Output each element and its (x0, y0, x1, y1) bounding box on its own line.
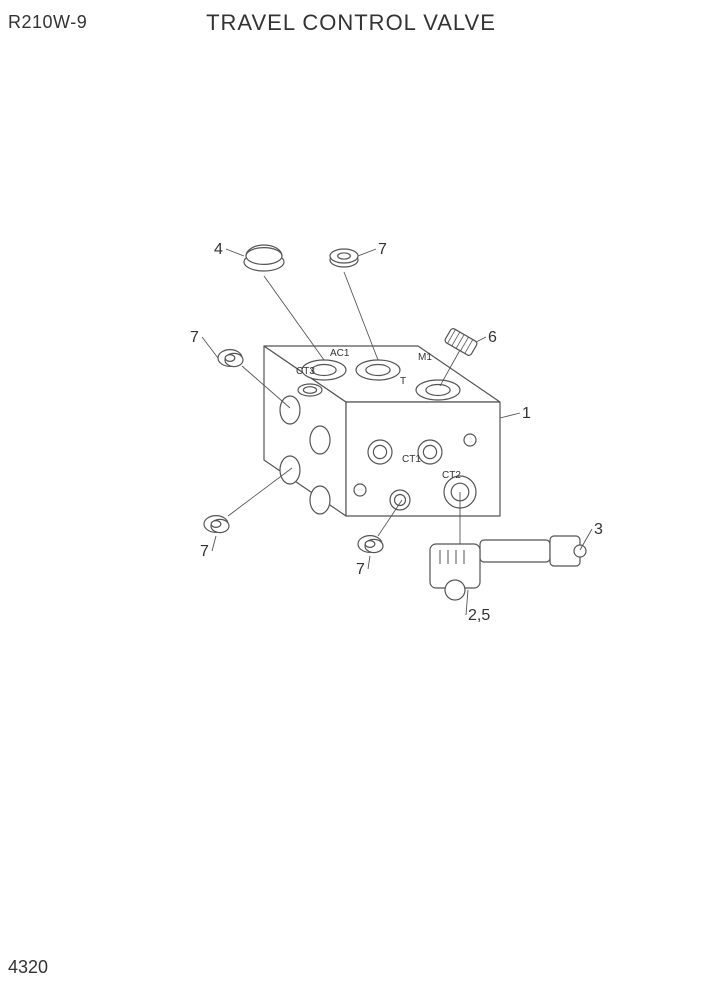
callout-7: 7 (356, 561, 365, 578)
callout-7: 7 (378, 241, 387, 258)
exploded-diagram: AC1 CT3 M1 T CT1 CT2 4 7 7 6 1 3 7 7 2,5 (0, 0, 702, 992)
port-label-ct2: CT2 (442, 470, 461, 481)
callout-1: 1 (522, 405, 531, 422)
callout-4: 4 (214, 241, 223, 258)
callout-7: 7 (190, 329, 199, 346)
callout-6: 6 (488, 329, 497, 346)
callout-3: 3 (594, 521, 603, 538)
callout-7: 7 (200, 543, 209, 560)
port-label-t: T (400, 376, 406, 387)
port-label-ct3: CT3 (296, 366, 315, 377)
port-label-m1: M1 (418, 352, 432, 363)
port-label-ac1: AC1 (330, 348, 350, 359)
port-label-ct1: CT1 (402, 454, 421, 465)
callout-2-5: 2,5 (468, 607, 490, 624)
